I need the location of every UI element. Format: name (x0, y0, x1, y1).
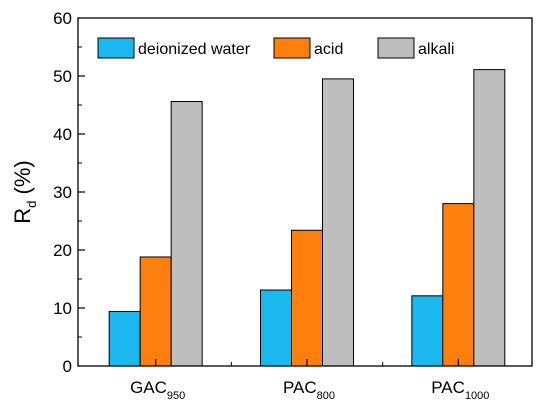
y-tick-label: 10 (53, 299, 72, 318)
bar-alkali-gac950 (170, 101, 203, 367)
legend-swatch (97, 37, 135, 59)
x-axis-ticks (155, 359, 459, 366)
legend-swatch (377, 37, 415, 59)
x-category-label: GAC950 (130, 378, 185, 402)
bar-deionized-water-gac950 (108, 310, 141, 367)
x-axis-category-labels: GAC950 PAC800 PAC1000 (130, 378, 489, 402)
bar-alkali-pac800 (322, 78, 354, 367)
y-tick-label: 40 (53, 125, 72, 144)
x-category-label: PAC1000 (431, 378, 489, 402)
bar-alkali-pac1000 (473, 69, 506, 367)
legend-label: deionized water (138, 41, 251, 58)
y-axis-ticks: 0 10 20 30 40 50 60 (53, 9, 85, 376)
bar-acid-pac800 (291, 229, 323, 367)
legend-label: alkali (418, 41, 454, 58)
y-tick-label: 20 (53, 241, 72, 260)
y-tick-label: 30 (53, 183, 72, 202)
bar-acid-gac950 (139, 256, 172, 367)
bar-deionized-water-pac800 (260, 289, 292, 367)
y-axis-label: Rd (%) (10, 160, 39, 223)
bars-group (108, 69, 506, 367)
y-tick-label: 60 (53, 9, 72, 28)
x-category-label: PAC800 (283, 378, 335, 402)
y-tick-label: 50 (53, 67, 72, 86)
legend-label: acid (314, 41, 343, 58)
legend: deionized water acid alkali (97, 37, 454, 59)
legend-swatch (273, 37, 311, 59)
bar-deionized-water-pac1000 (411, 295, 444, 367)
bar-acid-pac1000 (442, 203, 475, 367)
y-tick-label: 0 (63, 357, 72, 376)
